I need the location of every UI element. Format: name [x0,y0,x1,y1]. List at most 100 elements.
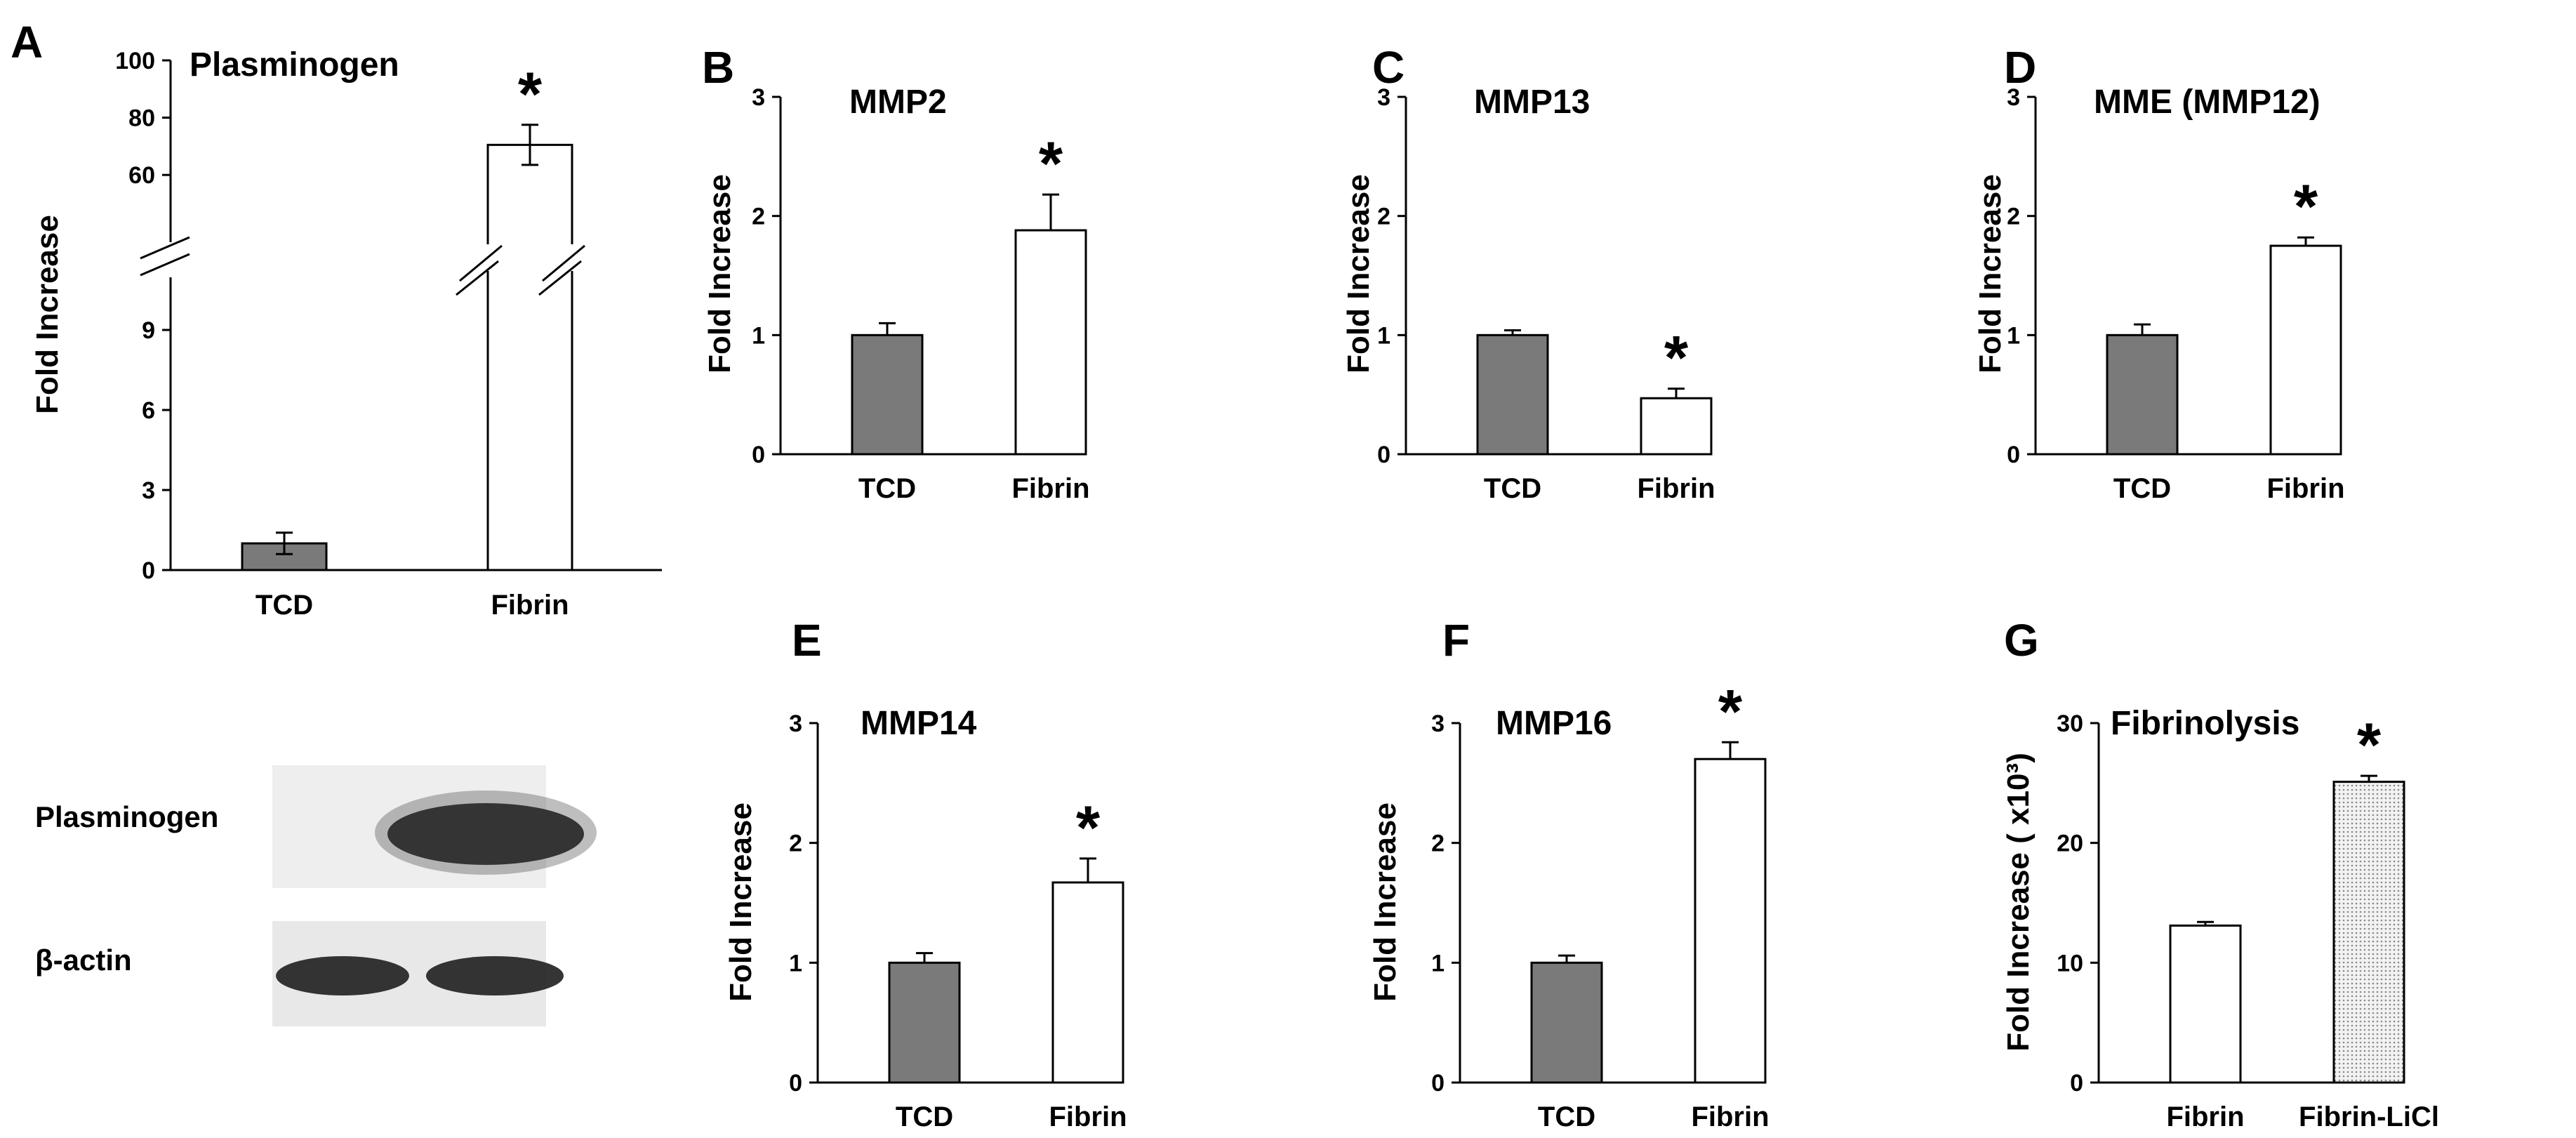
significance-star-d: * [2294,171,2318,241]
bar-f-0 [1530,961,1603,1084]
category-label-c-0: TCD [1484,473,1541,504]
category-label-b-1: Fibrin [1011,473,1089,504]
category-label-g-0: Fibrin [2166,1101,2244,1132]
bar-d-0 [2106,333,2179,456]
panel-letter-b: B [702,42,734,93]
bar-break-mark-a [456,260,499,296]
axis-break-mark-a [140,236,190,260]
chart-title-c: MMP13 [1474,84,1590,121]
y-axis-label-f: Fold Increase [1368,802,1402,1002]
category-label-b-0: TCD [858,473,916,504]
y-tick-label-d: 1 [2007,322,2020,349]
blot-band-plasminogen-fibrin [387,803,584,865]
panel-letter-a: A [11,17,43,67]
category-label-c-1: Fibrin [1637,473,1715,504]
chart-panel-e: 0 1 2 3 MMP14 Fold Increase TCD Fibrin * [724,705,1127,1132]
blot-band-actin-fibrin [426,956,564,995]
category-label-f-0: TCD [1538,1101,1595,1132]
y-tick-label-f: 3 [1431,710,1445,737]
y-axis-label-e: Fold Increase [724,802,758,1002]
blot-label-beta-actin: β-actin [35,944,132,977]
y-tick-label-c: 2 [1377,204,1390,230]
chart-panel-c: 0 1 2 3 MMP13 Fold Increase TCD Fibrin * [1341,84,1715,504]
y-tick-label-d: 3 [2007,84,2020,111]
y-tick-label-g: 30 [2057,710,2083,737]
significance-star-c: * [1664,323,1689,392]
category-label-g-1: Fibrin-LiCl [2299,1101,2439,1132]
y-tick-label-e: 2 [789,831,802,857]
y-axis-label-g: Fold Increase ( x10³) [2001,753,2036,1051]
blot-band-actin-tcd [276,956,409,995]
category-label-a-1: Fibrin [491,590,569,621]
chart-panel-d: 0 1 2 3 MME (MMP12) Fold Increase TCD Fibrin * [1973,84,2345,504]
y-tick-label-f: 1 [1431,950,1445,977]
y-axis-label-a: Fold Increase [30,215,65,414]
chart-panel-a: 0 3 6 9 60 80 100 Plasminogen Fold Increase * TCD F… [30,46,662,621]
y-tick-label-f: 0 [1431,1070,1445,1097]
y-axis-label-c: Fold Increase [1341,174,1376,373]
panel-letter-e: E [792,615,822,666]
y-tick-label-a: 60 [128,162,155,189]
chart-title-b: MMP2 [849,84,947,121]
panel-letter-d: D [2004,42,2036,93]
bar-c-0 [1476,333,1549,456]
y-tick-label-g: 0 [2070,1070,2083,1097]
chart-title-a: Plasminogen [190,46,399,84]
chart-title-e: MMP14 [861,705,977,742]
panel-letter-g: G [2004,615,2039,666]
y-tick-label-c: 0 [1377,442,1390,468]
bar-b-1 [1014,229,1087,456]
y-tick-label-g: 10 [2057,950,2083,977]
y-tick-label-g: 20 [2057,831,2083,857]
y-tick-label-e: 3 [789,710,802,737]
significance-star-f: * [1718,676,1743,746]
chart-title-g: Fibrinolysis [2111,705,2299,742]
y-tick-label-a: 0 [142,557,155,584]
bar-break-gap-a [456,244,604,271]
y-tick-label-c: 1 [1377,322,1390,349]
bar-d-1 [2269,244,2342,456]
significance-star-b: * [1039,128,1063,198]
significance-star-e: * [1076,793,1101,862]
y-tick-label-b: 3 [752,84,765,111]
chart-title-f: MMP16 [1496,705,1612,742]
y-tick-label-b: 2 [752,204,765,230]
y-tick-label-a: 3 [142,477,155,504]
axis-break-mark-a [140,253,190,277]
bar-g-1 [2332,781,2405,1084]
chart-panel-g: 0 10 20 30 Fibrinolysis Fold Increase ( x10³)… [2001,705,2439,1132]
bar-break-mark-a [459,244,503,282]
y-tick-label-a: 6 [142,397,155,424]
y-tick-label-a: 9 [142,317,155,344]
bar-c-1 [1640,397,1713,456]
bar-break-mark-a [542,244,585,282]
panel-letter-c: C [1372,42,1405,93]
y-tick-label-f: 2 [1431,831,1445,857]
bar-break-mark-a [538,260,582,296]
chart-panel-f: 0 1 2 3 MMP16 Fold Increase TCD Fibrin * [1368,676,1770,1132]
y-axis-label-d: Fold Increase [1973,174,2007,373]
bar-e-0 [888,961,961,1084]
bar-f-1 [1694,757,1767,1084]
y-tick-label-e: 0 [789,1070,802,1097]
y-tick-label-d: 0 [2007,442,2020,468]
y-tick-label-b: 1 [752,322,765,349]
y-tick-label-e: 1 [789,950,802,977]
western-blot: Plasminogen β-actin [35,765,597,1026]
blot-label-plasminogen: Plasminogen [35,800,218,833]
chart-title-d: MME (MMP12) [2094,84,2321,121]
y-tick-label-a: 100 [115,48,155,74]
bar-e-1 [1051,881,1124,1084]
chart-panel-b: 0 1 2 3 MMP2 Fold Increase TCD Fibrin * [703,84,1090,504]
category-label-e-1: Fibrin [1049,1101,1127,1132]
significance-star-a: * [518,59,543,128]
y-axis-label-b: Fold Increase [703,174,737,373]
blot-band-plasminogen-fibrin-halo [375,790,597,875]
y-tick-label-d: 2 [2007,204,2020,230]
y-tick-label-b: 0 [752,442,765,468]
category-label-d-1: Fibrin [2266,473,2344,504]
category-label-e-0: TCD [896,1101,953,1132]
bar-g-0 [2169,924,2242,1084]
category-label-f-1: Fibrin [1691,1101,1769,1132]
